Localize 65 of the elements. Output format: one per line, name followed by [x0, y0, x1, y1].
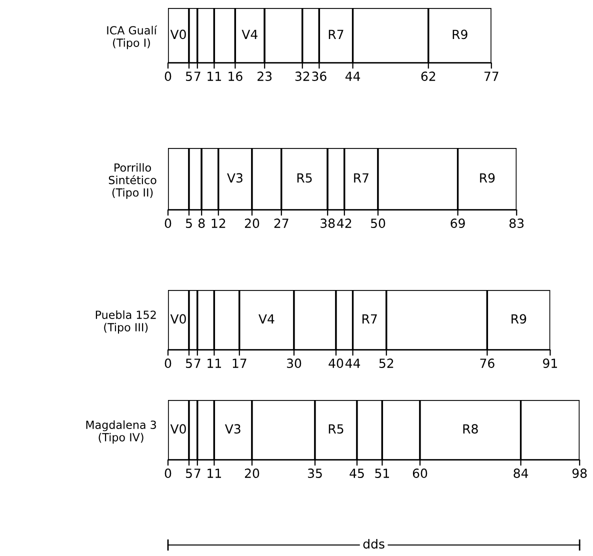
x-tick-label: 44	[345, 358, 360, 368]
series-label: R9	[480, 173, 495, 183]
x-tick-label: 0	[164, 72, 172, 82]
x-tick-label: 38	[320, 218, 335, 228]
series-label: R7	[354, 173, 368, 182]
series-label: V4	[242, 30, 258, 39]
x-tick-label: 5	[186, 468, 192, 478]
series-label: R5	[297, 173, 312, 183]
series-label: V3	[224, 424, 240, 434]
x-tick-label: 35	[308, 468, 322, 478]
x-tick-label: 62	[421, 72, 436, 82]
x-tick-label: 0	[164, 468, 172, 478]
x-tick-label: 7	[194, 72, 200, 81]
x-tick-label: 17	[232, 358, 246, 368]
series-label: V4	[258, 314, 274, 324]
series-label: V0	[170, 314, 186, 324]
y-tick-label: Puebla 152 (Tipo III)	[96, 310, 156, 334]
x-tick-label: 0	[164, 218, 172, 228]
x-tick-label: 32	[295, 72, 310, 82]
x-tick-label: 83	[509, 218, 524, 228]
series-label: R9	[512, 314, 526, 324]
x-tick-label: 0	[164, 358, 172, 368]
series-label: R7	[328, 30, 344, 39]
x-tick-label: 11	[208, 72, 221, 81]
y-tick-label: Porrillo Sintético (Tipo II)	[108, 163, 156, 199]
series-label: V0	[170, 30, 186, 40]
x-tick-label: 84	[514, 468, 528, 478]
x-tick-label: 5	[186, 358, 192, 368]
x-tick-label: 5	[186, 218, 192, 228]
x-tick-label: 7	[194, 358, 200, 368]
x-tick-label: 60	[412, 468, 428, 478]
series-label: R9	[452, 30, 468, 40]
x-tick-label: 11	[208, 468, 221, 478]
x-tick-label: 44	[345, 72, 360, 81]
x-tick-label: 51	[375, 468, 389, 478]
x-tick-label: 45	[350, 468, 364, 478]
x-axis-title: dds	[363, 538, 384, 549]
x-tick-label: 7	[194, 468, 200, 478]
x-tick-label: 16	[228, 72, 242, 82]
x-tick-label: 20	[244, 218, 260, 228]
x-tick-label: 42	[337, 218, 352, 228]
x-tick-label: 11	[208, 358, 221, 368]
x-tick-label: 69	[450, 218, 465, 228]
x-tick-label: 23	[258, 72, 272, 82]
x-tick-label: 8	[198, 218, 205, 228]
series-label: V0	[170, 424, 186, 434]
x-tick-label: 52	[379, 358, 394, 368]
x-tick-label: 12	[212, 218, 226, 228]
series-label: V3	[227, 173, 242, 183]
series-label: R7	[362, 314, 377, 324]
x-tick-label: 98	[572, 468, 587, 478]
x-tick-label: 77	[484, 72, 498, 81]
series-label: R5	[328, 424, 344, 434]
x-tick-label: 30	[287, 358, 302, 368]
y-tick-label: Magdalena 3 (Tipo IV)	[86, 420, 156, 444]
series-label: R8	[463, 424, 478, 434]
x-tick-label: 50	[371, 218, 386, 228]
x-tick-label: 20	[244, 468, 260, 478]
x-tick-label: 76	[480, 358, 494, 368]
y-tick-label: ICA Gualí (Tipo I)	[107, 25, 158, 50]
x-tick-label: 27	[274, 218, 288, 228]
x-tick-label: 5	[186, 72, 192, 82]
x-tick-label: 36	[312, 72, 326, 82]
x-tick-label: 91	[543, 358, 557, 368]
x-tick-label: 40	[328, 358, 344, 368]
